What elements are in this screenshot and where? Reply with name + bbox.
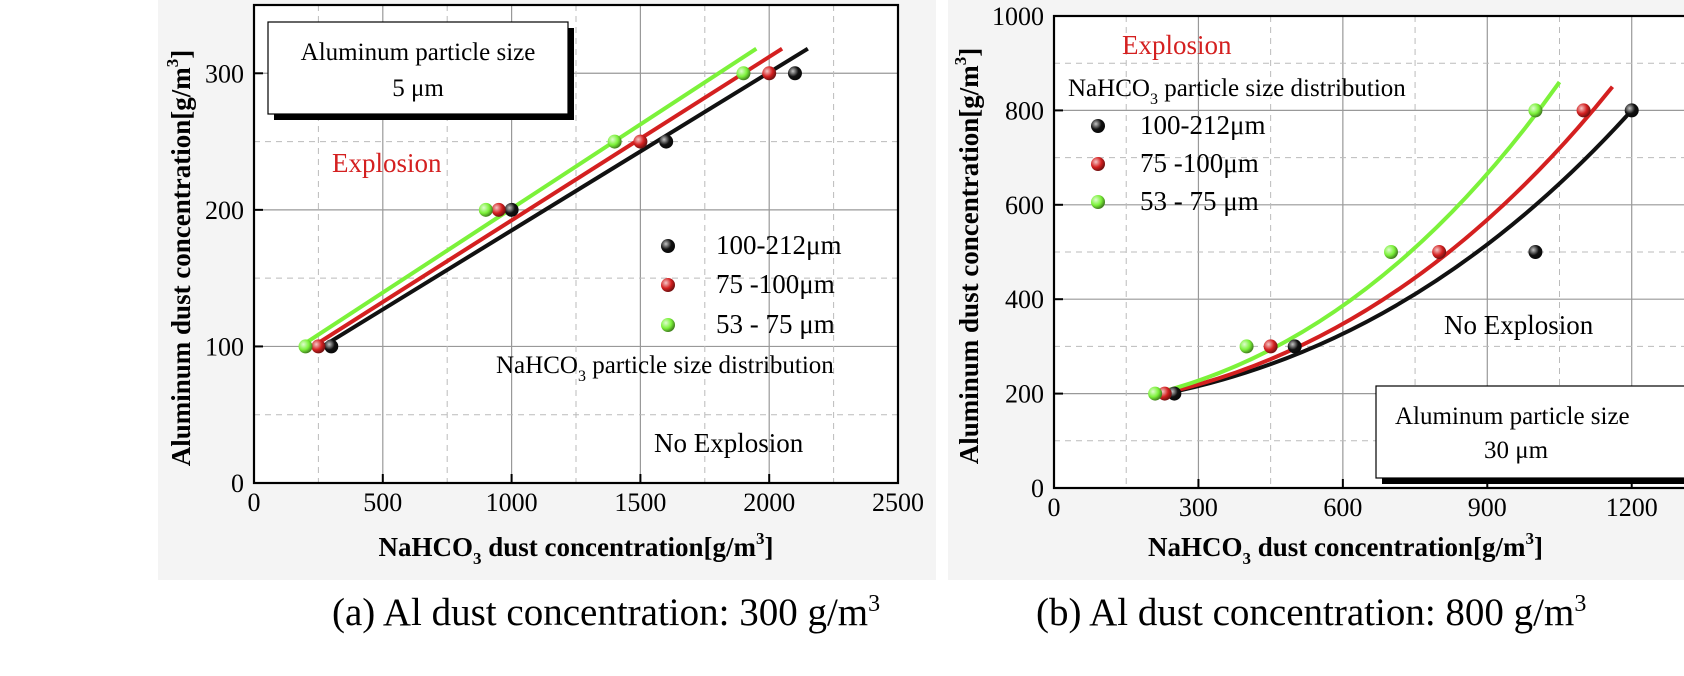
y-tick-label: 200 bbox=[1005, 380, 1044, 409]
chart-panel-a: 0 500 1000 1500 2000 2500 0 100 200 300 Aluminum p… bbox=[158, 0, 936, 580]
region-label-no-explosion: No Explosion bbox=[654, 428, 804, 458]
legend-marker bbox=[661, 239, 675, 253]
info-box-line1: Aluminum particle size bbox=[1395, 403, 1630, 430]
data-point bbox=[504, 202, 519, 217]
data-point bbox=[478, 202, 493, 217]
data-point bbox=[1157, 386, 1172, 401]
x-tick-label: 600 bbox=[1323, 493, 1362, 522]
legend-marker bbox=[1091, 157, 1105, 171]
caption-b: (b) Al dust concentration: 800 g/m3 bbox=[1036, 590, 1586, 635]
x-tick-label: 300 bbox=[1179, 493, 1218, 522]
region-label-explosion: Explosion bbox=[332, 148, 442, 178]
data-point bbox=[1432, 245, 1447, 259]
y-tick-label: 1000 bbox=[992, 2, 1044, 31]
fit-line bbox=[314, 46, 809, 353]
info-box-line1: Aluminum particle size bbox=[301, 39, 536, 66]
caption-a: (a) Al dust concentration: 300 g/m3 bbox=[332, 590, 880, 635]
fit-line bbox=[1164, 109, 1634, 396]
y-axis-label: Aluminum dust concentration[g/m3] bbox=[163, 50, 196, 467]
legend-label: 100-212μm bbox=[1140, 110, 1265, 140]
region-label-explosion: Explosion bbox=[1122, 30, 1232, 60]
legend-marker bbox=[1091, 119, 1105, 133]
fit-line bbox=[1154, 80, 1562, 396]
legend-label: 100-212μm bbox=[716, 230, 841, 260]
fit-line bbox=[309, 47, 784, 350]
caption-a-sup: 3 bbox=[868, 591, 881, 617]
info-box bbox=[1375, 385, 1684, 479]
data-point bbox=[607, 134, 622, 149]
info-box-line2: 5 μm bbox=[392, 75, 444, 102]
data-point bbox=[1148, 386, 1163, 401]
info-box bbox=[267, 21, 569, 115]
legend-label: 75 -100μm bbox=[716, 269, 835, 299]
data-point bbox=[1384, 245, 1398, 259]
x-tick-label: 900 bbox=[1468, 493, 1507, 522]
caption-b-text: (b) Al dust concentration: 800 g/m bbox=[1036, 591, 1575, 634]
data-point bbox=[736, 66, 751, 81]
data-point bbox=[762, 66, 777, 81]
data-point bbox=[633, 134, 648, 149]
legend-marker bbox=[661, 278, 675, 292]
y-tick-label: 0 bbox=[231, 469, 244, 498]
data-point bbox=[1624, 103, 1639, 118]
x-tick-label: 0 bbox=[1048, 493, 1061, 522]
data-point bbox=[311, 339, 326, 354]
legend-title: NaHCO3 particle size distribution bbox=[496, 352, 834, 385]
axes-frame bbox=[1052, 14, 1684, 490]
x-tick-label: 1000 bbox=[486, 488, 538, 517]
y-tick-label: 400 bbox=[1005, 285, 1044, 314]
y-tick-label: 800 bbox=[1005, 96, 1044, 125]
data-point bbox=[1576, 103, 1591, 118]
legend-label: 53 - 75 μm bbox=[1140, 186, 1259, 216]
x-tick-label: 1500 bbox=[614, 488, 666, 517]
chart-b-svg: 0 300 600 900 1200 0 200 400 600 800 1000 Explosion… bbox=[951, 2, 1684, 568]
data-point bbox=[298, 339, 313, 354]
x-tick-label: 2500 bbox=[872, 488, 924, 517]
x-tick-label: 0 bbox=[248, 488, 261, 517]
data-point bbox=[1528, 103, 1543, 118]
data-point bbox=[1287, 339, 1302, 354]
x-axis-label: NaHCO3 dust concentration[g/m3] bbox=[379, 529, 774, 568]
x-tick-label: 500 bbox=[363, 488, 402, 517]
data-point bbox=[491, 202, 506, 217]
data-point bbox=[1167, 386, 1182, 401]
region-label-no-explosion: No Explosion bbox=[1444, 310, 1594, 340]
data-point bbox=[324, 339, 339, 354]
y-tick-label: 100 bbox=[205, 332, 244, 361]
data-point bbox=[1239, 339, 1254, 354]
y-tick-label: 300 bbox=[205, 59, 244, 88]
chart-panel-b: 0 300 600 900 1200 0 200 400 600 800 1000 Explosion… bbox=[948, 0, 1684, 580]
y-axis-label: Aluminum dust concentration[g/m3] bbox=[951, 48, 984, 465]
legend-marker bbox=[661, 318, 675, 332]
caption-b-sup: 3 bbox=[1574, 591, 1587, 617]
chart-a-svg: 0 500 1000 1500 2000 2500 0 100 200 300 Aluminum p… bbox=[163, 3, 924, 568]
legend-marker bbox=[1091, 195, 1105, 209]
axes-frame bbox=[252, 3, 900, 485]
y-tick-label: 0 bbox=[1031, 474, 1044, 503]
fit-line bbox=[1161, 85, 1615, 396]
legend-label: 75 -100μm bbox=[1140, 148, 1259, 178]
y-tick-label: 200 bbox=[205, 196, 244, 225]
legend-label: 53 - 75 μm bbox=[716, 309, 835, 339]
data-point bbox=[1528, 245, 1543, 259]
legend-title: NaHCO3 particle size distribution bbox=[1068, 75, 1406, 108]
data-point bbox=[1263, 339, 1278, 354]
x-axis-label: NaHCO3 dust concentration[g/m3] bbox=[1148, 529, 1543, 568]
x-tick-label: 2000 bbox=[743, 488, 795, 517]
info-box-line2: 30 μm bbox=[1484, 437, 1549, 464]
caption-a-text: (a) Al dust concentration: 300 g/m bbox=[332, 591, 869, 634]
data-point bbox=[787, 66, 802, 81]
x-tick-label: 1200 bbox=[1606, 493, 1658, 522]
y-tick-label: 600 bbox=[1005, 191, 1044, 220]
data-point bbox=[659, 134, 674, 149]
fit-line bbox=[299, 47, 758, 349]
